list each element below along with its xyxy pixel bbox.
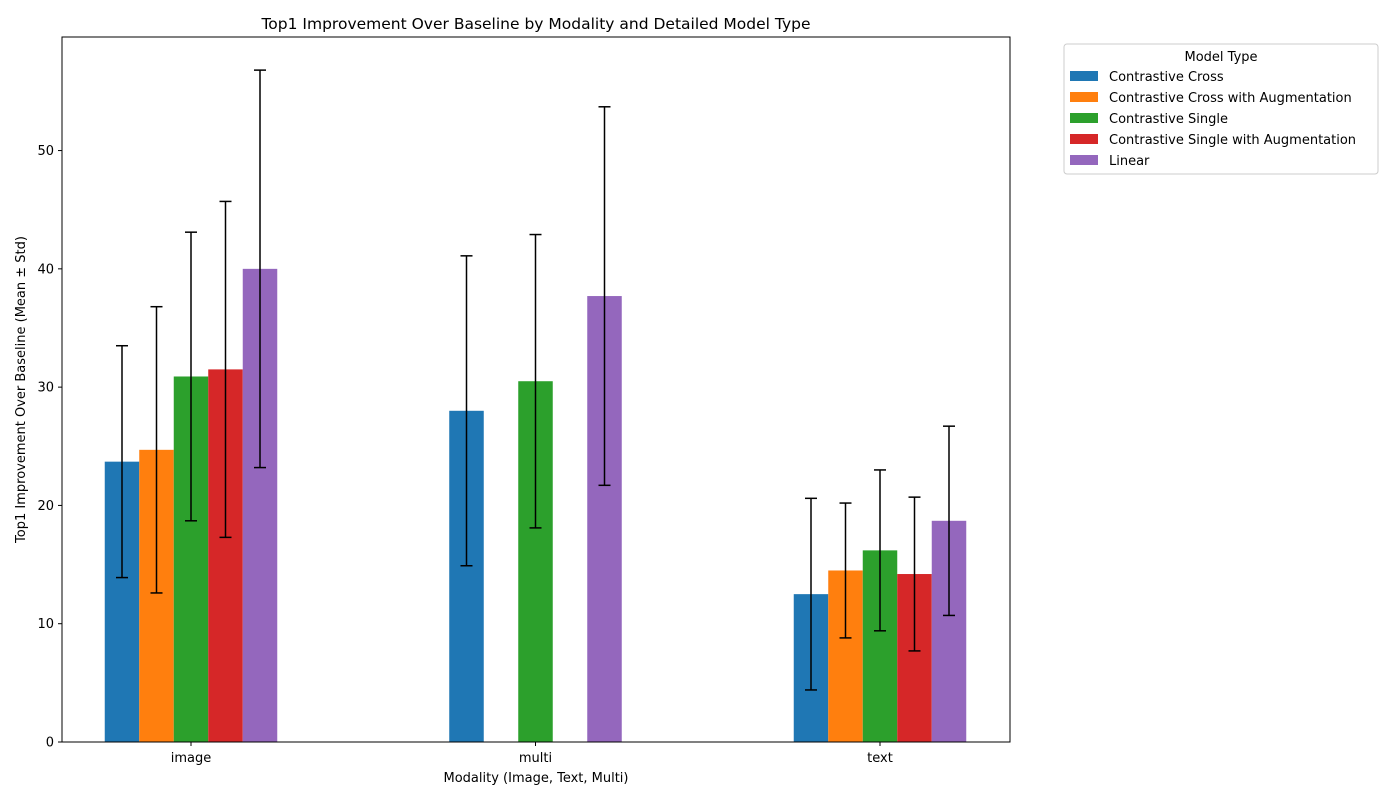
chart-title: Top1 Improvement Over Baseline by Modali… <box>260 15 810 33</box>
bars-group <box>104 268 967 742</box>
legend-swatch <box>1070 92 1098 102</box>
y-tick-label: 50 <box>37 144 54 159</box>
legend-label: Linear <box>1109 154 1150 169</box>
y-axis-label: Top1 Improvement Over Baseline (Mean ± S… <box>14 236 29 544</box>
y-tick-label: 30 <box>37 381 54 396</box>
error-bar <box>460 255 473 567</box>
legend-swatch <box>1070 134 1098 144</box>
legend-entry: Contrastive Single with Augmentation <box>1070 133 1356 148</box>
error-bar <box>908 496 921 652</box>
legend-label: Contrastive Cross with Augmentation <box>1109 91 1352 106</box>
x-axis: image multi text <box>171 742 893 766</box>
error-bar <box>943 425 955 617</box>
legend-label: Contrastive Single with Augmentation <box>1109 133 1356 148</box>
y-tick-label: 40 <box>37 262 54 277</box>
error-bar <box>254 69 266 469</box>
error-bar <box>805 497 817 691</box>
legend-swatch <box>1070 71 1098 81</box>
legend-entry: Contrastive Single <box>1070 112 1228 127</box>
error-bar <box>185 231 197 522</box>
error-bar <box>219 200 232 539</box>
y-tick-label: 10 <box>37 617 54 632</box>
error-bar <box>529 233 542 529</box>
legend-entry: Contrastive Cross <box>1070 70 1224 85</box>
legend-label: Contrastive Cross <box>1109 70 1224 85</box>
error-bar <box>839 502 852 639</box>
error-bars-group <box>116 69 955 691</box>
legend-swatch <box>1070 155 1098 165</box>
legend: Model Type Contrastive Cross Contrastive … <box>1063 43 1379 175</box>
x-tick-label: text <box>867 751 893 766</box>
legend-entry: Linear <box>1070 154 1150 169</box>
legend-entry: Contrastive Cross with Augmentation <box>1070 91 1352 106</box>
error-bar <box>874 469 886 632</box>
y-axis: 0 10 20 30 40 50 <box>37 144 62 751</box>
legend-swatch <box>1070 113 1098 123</box>
legend-title: Model Type <box>1184 50 1257 65</box>
error-bar <box>150 305 163 594</box>
legend-label: Contrastive Single <box>1109 112 1228 127</box>
x-axis-label: Modality (Image, Text, Multi) <box>444 771 629 786</box>
error-bar <box>598 106 611 487</box>
legend-frame <box>1063 43 1379 175</box>
error-bar <box>116 344 128 579</box>
x-tick-label: image <box>171 751 212 766</box>
x-tick-label: multi <box>519 751 552 766</box>
y-tick-label: 0 <box>46 736 54 751</box>
y-tick-label: 20 <box>37 499 54 514</box>
